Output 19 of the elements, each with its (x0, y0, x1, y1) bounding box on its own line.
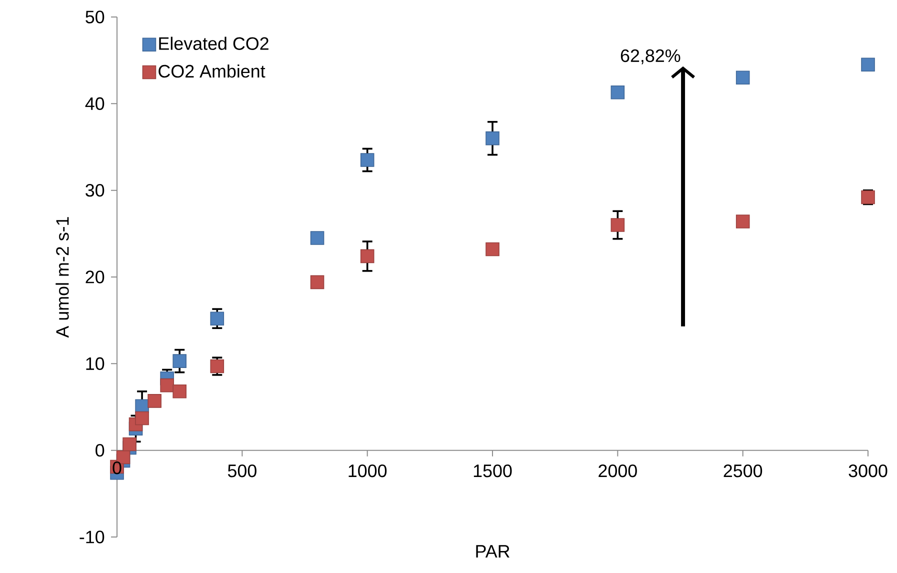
y-tick-label: 50 (86, 10, 104, 24)
y-tick-label: 30 (86, 184, 104, 197)
x-tick-label: 0 (112, 462, 122, 474)
x-tick-label: 2500 (724, 464, 762, 478)
legend-label: Elevated CO2 (159, 36, 268, 50)
y-tick-label: 0 (96, 444, 104, 457)
y-tick-label: 20 (86, 270, 104, 284)
y-tick-label: -10 (80, 530, 104, 544)
y-axis-title: A umol m-2 s-1 (56, 217, 69, 338)
x-axis-title: PAR (476, 545, 510, 558)
x-tick-label: 3000 (848, 464, 888, 478)
annotation: 62,82% (620, 49, 680, 64)
x-tick-label: 1000 (348, 464, 387, 478)
x-tick-label: 1500 (474, 464, 512, 478)
x-tick-label: 500 (228, 464, 256, 478)
y-tick-label: 10 (86, 357, 104, 370)
y-tick-label: 40 (85, 97, 104, 110)
x-tick-label: 2000 (598, 464, 637, 478)
legend-label: CO2 Ambient (158, 64, 266, 78)
